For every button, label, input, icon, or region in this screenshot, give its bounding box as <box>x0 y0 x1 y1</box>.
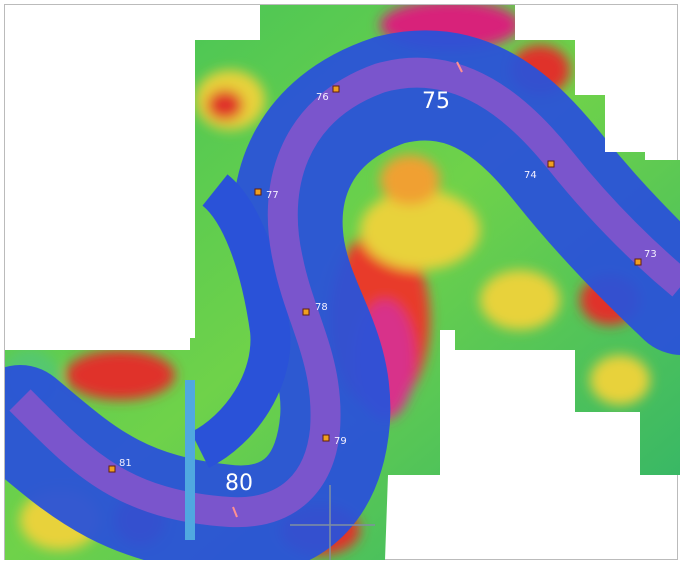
mile-marker-label: 76 <box>316 92 329 103</box>
mile-marker-label: 81 <box>119 458 132 469</box>
mile-marker-label: 79 <box>334 436 347 447</box>
mile-marker-label: 74 <box>524 170 537 181</box>
mile-marker-label: 78 <box>315 302 328 313</box>
mile-marker-label: 73 <box>644 249 657 260</box>
mile-marker-label: 77 <box>266 190 279 201</box>
mile-markers: 73 74 76 77 78 79 81 <box>108 85 657 473</box>
major-labels: 75 80 <box>225 61 463 518</box>
major-label: 75 <box>422 89 450 114</box>
major-label: 80 <box>225 471 253 496</box>
